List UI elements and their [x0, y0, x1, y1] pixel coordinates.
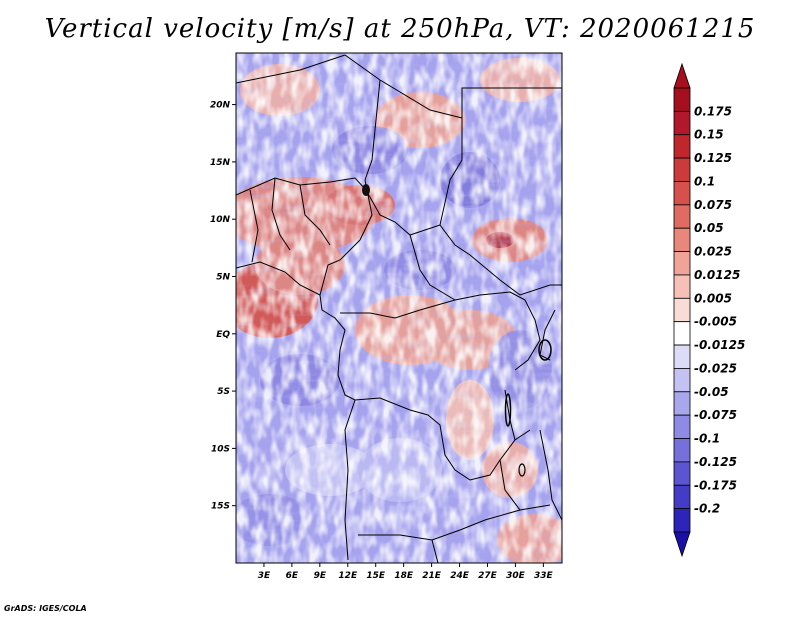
- lon-tick-label: 18E: [394, 571, 414, 581]
- country-borders: [236, 54, 562, 563]
- lon-tick-label: 33E: [534, 571, 554, 581]
- lakes: [362, 184, 552, 477]
- colorbar-swatch: [673, 438, 691, 463]
- colorbar-swatch: [673, 414, 691, 439]
- colorbar-label: 0.175: [694, 104, 732, 118]
- lon-tick-label: 9E: [314, 571, 327, 581]
- lon-tick-label: 30E: [506, 571, 526, 581]
- colorbar-swatch: [673, 391, 691, 416]
- lon-tick-label: 12E: [338, 571, 358, 581]
- lat-tick-label: EQ: [216, 330, 230, 340]
- map-frame: [235, 52, 563, 564]
- lon-tick-label: 3E: [258, 571, 271, 581]
- colorbar-label: -0.125: [694, 455, 737, 469]
- colorbar: 0.175 0.15 0.125 0.1 0.075 0.05 0.025 0.0125 0.0…: [673, 62, 745, 558]
- lat-tick-label: 15N: [210, 158, 231, 168]
- lon-tick-label: 21E: [422, 571, 442, 581]
- colorbar-swatch: [673, 157, 691, 182]
- colorbar-top-arrow: [673, 62, 691, 89]
- colorbar-label: 0.075: [694, 198, 732, 212]
- colorbar-swatch: [673, 204, 691, 229]
- colorbar-swatch: [673, 134, 691, 159]
- colorbar-label: -0.2: [694, 502, 720, 516]
- colorbar-label: 0.15: [694, 128, 724, 142]
- lat-tick-label: 5N: [216, 272, 230, 282]
- colorbar-label: -0.175: [694, 478, 737, 492]
- lon-tick-label: 24E: [450, 571, 470, 581]
- colorbar-swatch: [673, 484, 691, 510]
- colorbar-swatch: [673, 181, 691, 206]
- colorbar-swatch: [673, 87, 691, 112]
- colorbar-swatch: [673, 297, 691, 323]
- lon-tick-label: 27E: [478, 571, 498, 581]
- lat-tick-label: 20N: [210, 101, 231, 111]
- lon-tick-label: 6E: [286, 571, 299, 581]
- colorbar-label: 0.025: [694, 245, 732, 259]
- map-title: Vertical velocity [m/s] at 250hPa, VT: 2…: [44, 14, 756, 44]
- colorbar-swatch: [673, 321, 691, 346]
- colorbar-label: 0.005: [694, 291, 732, 305]
- colorbar-swatch: [673, 344, 691, 369]
- colorbar-label: -0.1: [694, 432, 720, 446]
- colorbar-label: -0.0125: [694, 338, 745, 352]
- colorbar-label: -0.025: [694, 361, 737, 375]
- colorbar-label: 0.125: [694, 151, 732, 165]
- colorbar-label: 0.05: [694, 221, 724, 235]
- lat-tick-label: 10N: [210, 215, 231, 225]
- colorbar-swatch: [673, 227, 691, 252]
- lon-tick-label: 15E: [366, 571, 386, 581]
- colorbar-swatch: [673, 110, 691, 136]
- colorbar-label: 0.0125: [694, 268, 740, 282]
- colorbar-swatch: [673, 508, 691, 533]
- colorbar-swatch: [673, 461, 691, 486]
- colorbar-swatch: [673, 368, 691, 393]
- lat-tick-label: 10S: [211, 444, 230, 454]
- vertical-velocity-field: [236, 53, 562, 563]
- colorbar-label: 0.1: [694, 174, 715, 188]
- lat-tick-label: 5S: [217, 387, 230, 397]
- lat-tick-label: 15S: [211, 502, 230, 512]
- latitude-axis: 20N 15N 10N 5N EQ 5S 10S 15S: [210, 101, 236, 512]
- colorbar-label: -0.05: [694, 385, 729, 399]
- colorbar-swatch: [673, 251, 691, 276]
- grads-credit: GrADS: IGES/COLA: [4, 604, 87, 613]
- colorbar-bottom-arrow: [673, 531, 691, 558]
- longitude-axis: 3E 6E 9E 12E 15E 18E 21E 24E 27E 30E 33E: [258, 563, 554, 581]
- colorbar-label: -0.005: [694, 315, 737, 329]
- colorbar-swatch: [673, 274, 691, 299]
- colorbar-label: -0.075: [694, 408, 737, 422]
